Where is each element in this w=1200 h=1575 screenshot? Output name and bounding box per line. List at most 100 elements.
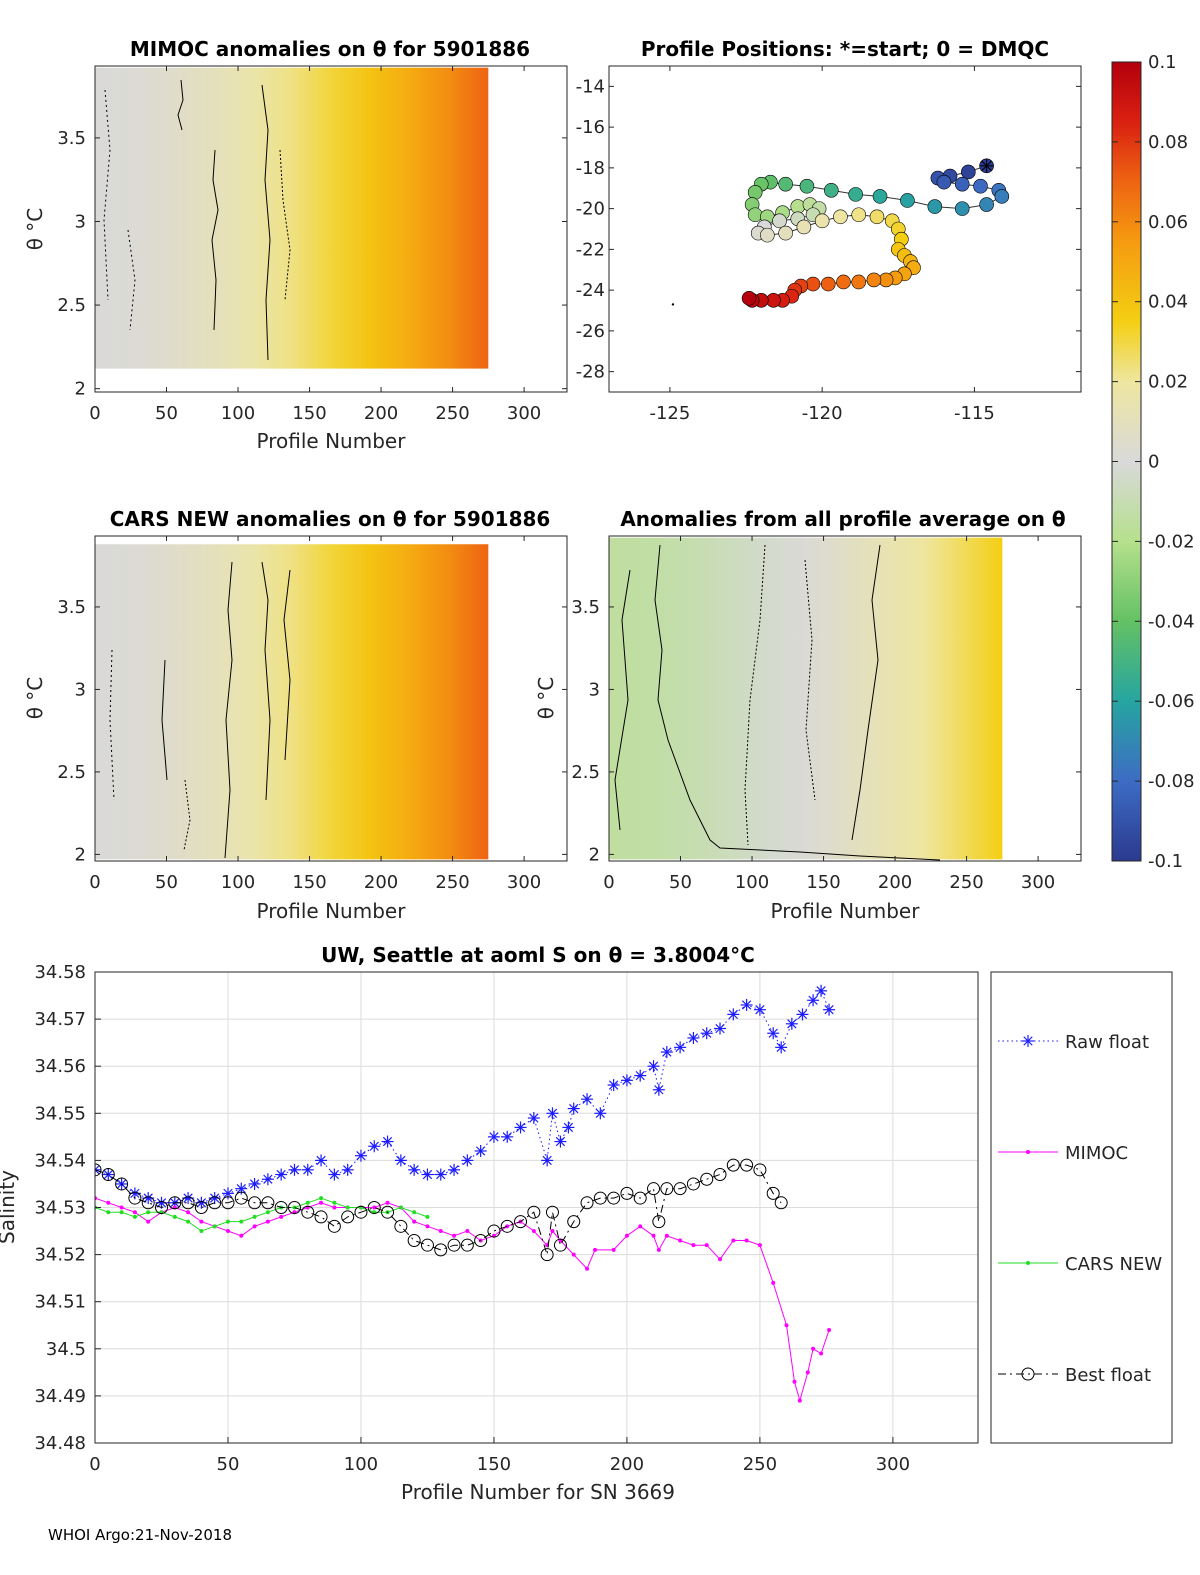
series-mimoc-point bbox=[225, 1229, 230, 1234]
track-point bbox=[741, 290, 757, 306]
track-point bbox=[927, 199, 943, 214]
allprof-x-ticks: 0 50 100 150 200 250 300 bbox=[603, 536, 1055, 893]
series-best-float-point bbox=[194, 1201, 208, 1214]
series-mimoc-point bbox=[792, 1379, 797, 1384]
series-cars-new-point bbox=[252, 1214, 257, 1219]
series-raw-float-point bbox=[514, 1121, 527, 1134]
series-best-float-point bbox=[248, 1196, 262, 1210]
series-mimoc-point bbox=[624, 1233, 629, 1238]
series-cars-new-point bbox=[212, 1224, 217, 1229]
mimoc-x-tick-label: 200 bbox=[364, 403, 398, 424]
legend-marker-cars-new bbox=[1026, 1261, 1030, 1265]
series-mimoc-point bbox=[611, 1247, 616, 1252]
series-best-float-point bbox=[620, 1186, 634, 1200]
track-point bbox=[814, 213, 830, 229]
series-best-float-point bbox=[407, 1233, 421, 1247]
allprof-y-tick-label: 3.5 bbox=[571, 597, 600, 618]
series-cars-new-point bbox=[398, 1205, 403, 1210]
series-raw-float-point bbox=[354, 1149, 367, 1162]
series-best-float-point bbox=[154, 1201, 168, 1214]
mimoc-xlabel: Profile Number bbox=[257, 429, 407, 453]
series-raw-float-point-stroke bbox=[316, 1155, 326, 1166]
series-raw-float-point-stroke bbox=[489, 1132, 499, 1142]
series-mimoc-point bbox=[678, 1238, 683, 1243]
series-best-float-point bbox=[168, 1196, 182, 1210]
legend-entry-best-float: Best float bbox=[998, 1365, 1151, 1386]
colorbar-tick-label: -0.08 bbox=[1148, 771, 1195, 792]
series-raw-float-point-stroke bbox=[563, 1122, 574, 1133]
series-best-float-line bbox=[95, 1164, 782, 1255]
allprof-heatmap-field bbox=[609, 537, 1003, 860]
series-raw-float-point-stroke bbox=[130, 1188, 140, 1199]
series-best-float-point bbox=[314, 1210, 328, 1224]
series-raw-float-point-stroke bbox=[329, 1169, 340, 1180]
series-best-float-point bbox=[474, 1233, 488, 1247]
series-raw-float-point bbox=[753, 1003, 766, 1016]
series-best-float-point bbox=[553, 1238, 567, 1252]
series-raw-float-point-stroke bbox=[635, 1070, 645, 1081]
salinity-x-tick-label: 300 bbox=[876, 1454, 910, 1475]
series-raw-float-point bbox=[815, 984, 828, 997]
salinity-y-tick-label: 34.52 bbox=[34, 1245, 86, 1266]
footer-credit: WHOI Argo:21-Nov-2018 bbox=[48, 1526, 232, 1544]
series-mimoc-point bbox=[585, 1266, 590, 1271]
series-cars-new-point bbox=[319, 1196, 324, 1201]
legend-marker-raw-float bbox=[1022, 1035, 1034, 1047]
series-raw-float-point-stroke bbox=[515, 1122, 526, 1133]
series-raw-float-point bbox=[700, 1027, 713, 1040]
track-point bbox=[979, 197, 994, 212]
series-raw-float-point-stroke bbox=[303, 1165, 313, 1175]
salinity-x-tick-label: 200 bbox=[610, 1454, 644, 1475]
series-raw-float-point bbox=[301, 1163, 314, 1176]
series-cars-new-point bbox=[172, 1214, 177, 1219]
series-raw-float-point bbox=[594, 1107, 607, 1120]
allprof-x-tick-label: 250 bbox=[949, 872, 983, 893]
series-raw-float-point bbox=[546, 1107, 559, 1120]
series-best-float-point bbox=[607, 1191, 621, 1205]
series-cars-new-point bbox=[425, 1214, 430, 1219]
series-best-float-point bbox=[381, 1205, 395, 1219]
series-best-float bbox=[95, 1158, 788, 1262]
track-point bbox=[747, 185, 763, 200]
legend-entry-cars-new: CARS NEW bbox=[998, 1254, 1162, 1275]
series-best-float-point bbox=[327, 1219, 341, 1233]
track-point bbox=[851, 207, 867, 223]
series-raw-float-point bbox=[785, 1017, 798, 1030]
allprof-x-tick-label: 0 bbox=[603, 872, 614, 893]
mimoc-axes-frame bbox=[94, 65, 568, 393]
track-point bbox=[872, 189, 888, 204]
salinity-xlabel: Profile Number for SN 3669 bbox=[401, 1480, 675, 1504]
series-mimoc-point bbox=[186, 1210, 191, 1215]
mimoc-y-tick-label: 2 bbox=[75, 379, 86, 400]
legend-label-best-float: Best float bbox=[1065, 1365, 1151, 1386]
legend-entry-raw-float: Raw float bbox=[998, 1032, 1149, 1053]
series-best-float-point bbox=[394, 1219, 408, 1233]
series-raw-float-point-stroke bbox=[654, 1085, 664, 1095]
mimoc-x-tick-label: 0 bbox=[89, 403, 100, 424]
positions-y-tick-label: -16 bbox=[576, 117, 605, 138]
series-best-float-point bbox=[487, 1224, 501, 1238]
series-best-float-point bbox=[115, 1177, 129, 1191]
series-best-float-point bbox=[766, 1186, 780, 1200]
series-mimoc-point bbox=[811, 1346, 816, 1351]
positions-y-ticks: -14 -16 -18 -20 -22 -24 -26 -28 bbox=[576, 76, 1081, 383]
mimoc-y-ticks: 2 2.5 3 3.5 bbox=[57, 128, 567, 400]
colorbar-tick-label: 0.1 bbox=[1148, 52, 1177, 73]
series-raw-float-point-stroke bbox=[662, 1047, 672, 1057]
series-mimoc-point bbox=[571, 1252, 576, 1257]
series-raw-float-point bbox=[448, 1163, 461, 1176]
series-best-float-point bbox=[713, 1168, 727, 1182]
positions-x-tick-label: -120 bbox=[802, 403, 843, 424]
mimoc-y-tick-label: 3.5 bbox=[57, 128, 86, 149]
track-stray-point bbox=[671, 303, 675, 306]
series-cars-new-point bbox=[186, 1219, 191, 1224]
series-best-float-point bbox=[274, 1201, 288, 1214]
track-point bbox=[799, 178, 815, 194]
series-raw-float-point-stroke bbox=[143, 1193, 153, 1203]
series-best-float-point bbox=[95, 1163, 102, 1177]
series-raw-float-point bbox=[767, 1027, 780, 1040]
series-raw-float-point-stroke bbox=[449, 1165, 459, 1175]
series-raw-float-point bbox=[562, 1121, 575, 1134]
series-raw-float-point bbox=[634, 1069, 647, 1082]
salinity-title: UW, Seattle at aoml S on θ = 3.8004°C bbox=[321, 943, 755, 967]
